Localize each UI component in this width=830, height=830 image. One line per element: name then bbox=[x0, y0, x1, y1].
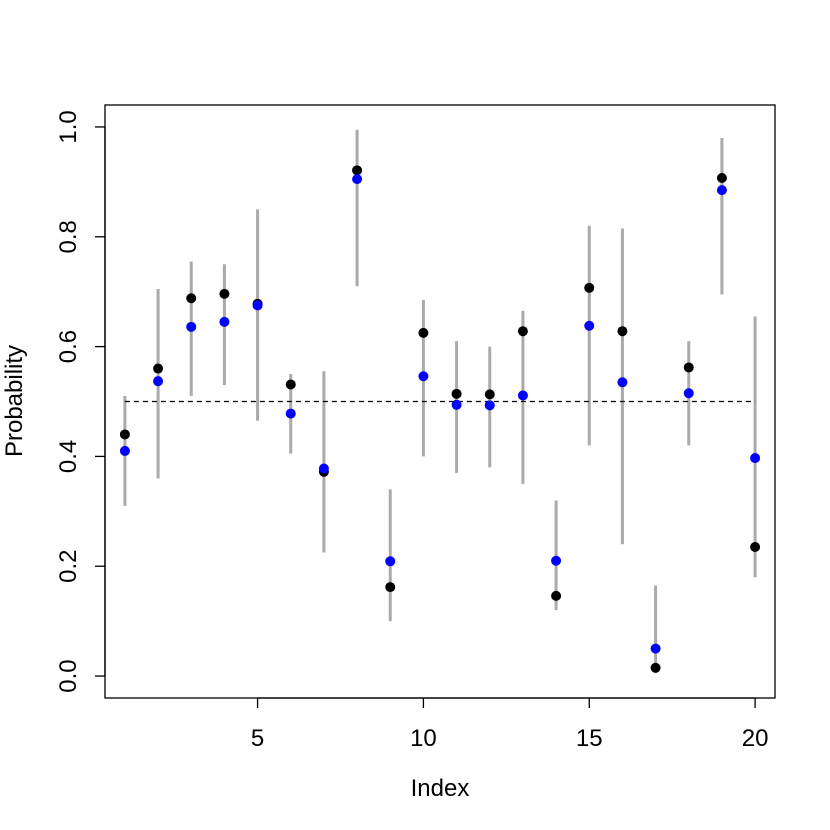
data-point-series-1 bbox=[716, 173, 727, 184]
data-point-series-1 bbox=[517, 326, 528, 337]
data-point-series-1 bbox=[186, 293, 197, 304]
y-tick-label: 1.0 bbox=[55, 110, 82, 143]
data-point-series-1 bbox=[650, 662, 661, 673]
data-point-series-2 bbox=[153, 376, 164, 387]
x-tick-label: 5 bbox=[251, 725, 264, 752]
data-point-series-1 bbox=[451, 388, 462, 399]
data-point-series-1 bbox=[617, 326, 628, 337]
x-tick-label: 10 bbox=[410, 725, 437, 752]
data-point-series-1 bbox=[683, 362, 694, 373]
data-point-series-2 bbox=[683, 388, 694, 399]
data-point-series-2 bbox=[451, 399, 462, 410]
data-point-series-2 bbox=[517, 390, 528, 401]
point-layer bbox=[119, 165, 761, 673]
data-point-series-1 bbox=[584, 282, 595, 293]
y-tick-label: 0.6 bbox=[55, 330, 82, 363]
data-point-series-1 bbox=[484, 389, 495, 400]
y-tick-label: 0.0 bbox=[55, 659, 82, 692]
data-point-series-1 bbox=[385, 582, 396, 593]
y-axis-title: Probability bbox=[1, 345, 28, 457]
data-point-series-2 bbox=[650, 643, 661, 654]
data-point-series-2 bbox=[252, 300, 263, 311]
data-point-series-2 bbox=[551, 555, 562, 566]
data-point-series-1 bbox=[352, 165, 363, 176]
data-point-series-1 bbox=[551, 590, 562, 601]
y-tick-label: 0.4 bbox=[55, 440, 82, 473]
data-point-series-2 bbox=[318, 463, 329, 474]
x-tick-label: 20 bbox=[742, 725, 769, 752]
data-point-series-1 bbox=[153, 363, 164, 374]
data-point-series-2 bbox=[219, 316, 230, 327]
x-tick-label: 15 bbox=[576, 725, 603, 752]
data-point-series-2 bbox=[584, 320, 595, 331]
data-point-series-2 bbox=[285, 408, 296, 419]
data-point-series-2 bbox=[750, 453, 761, 464]
data-point-series-1 bbox=[119, 429, 130, 440]
data-point-series-2 bbox=[716, 185, 727, 196]
data-point-series-2 bbox=[385, 556, 396, 567]
data-point-series-1 bbox=[750, 542, 761, 553]
data-point-series-2 bbox=[484, 400, 495, 411]
y-tick-label: 0.8 bbox=[55, 220, 82, 253]
data-point-series-1 bbox=[219, 288, 230, 299]
x-axis-title: Index bbox=[411, 775, 470, 802]
x-axis: 5 10 15 20 bbox=[251, 697, 769, 752]
data-point-series-2 bbox=[418, 371, 429, 382]
data-point-series-2 bbox=[119, 445, 130, 456]
data-point-series-2 bbox=[186, 321, 197, 332]
data-point-series-1 bbox=[418, 327, 429, 338]
data-point-series-2 bbox=[617, 377, 628, 388]
data-point-series-2 bbox=[352, 174, 363, 185]
data-point-series-1 bbox=[285, 379, 296, 390]
y-tick-label: 0.2 bbox=[55, 550, 82, 583]
y-axis: 0.0 0.2 0.4 0.6 0.8 1.0 bbox=[55, 110, 106, 693]
